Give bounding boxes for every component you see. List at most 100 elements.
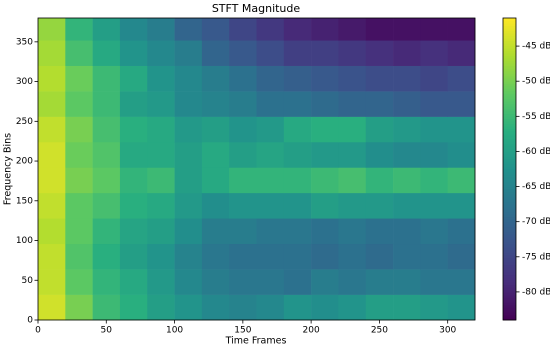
heatmap-cell [311, 141, 339, 168]
heatmap-cell [65, 167, 93, 194]
heatmap-cell [38, 141, 66, 168]
y-axis-label: Frequency Bins [3, 133, 14, 205]
colorbar-gradient [503, 302, 516, 306]
colorbar-gradient [503, 179, 516, 182]
colorbar-gradient [503, 60, 516, 64]
colorbar-gradient [503, 133, 516, 137]
colorbar-gradient [503, 70, 516, 74]
colorbar-gradient [503, 163, 516, 167]
heatmap-cell [119, 218, 148, 245]
heatmap-cell [393, 65, 421, 92]
colorbar-gradient [503, 277, 516, 281]
heatmap-cell [147, 40, 175, 66]
heatmap [38, 18, 476, 321]
colorbar-gradient [503, 158, 516, 162]
heatmap-cell [38, 218, 66, 245]
colorbar-gradient [503, 204, 516, 208]
heatmap-cell [92, 218, 121, 245]
heatmap-cell [365, 269, 394, 295]
heatmap-cell [393, 167, 421, 194]
colorbar-gradient [503, 58, 516, 62]
heatmap-cell [201, 91, 230, 117]
colorbar-gradient [503, 191, 516, 195]
x-tick-label: 200 [303, 326, 320, 336]
colorbar-gradient [503, 274, 516, 278]
colorbar-gradient [503, 224, 516, 228]
heatmap-cell [283, 269, 312, 295]
heatmap-cell [256, 116, 285, 143]
colorbar-tick-label: -55 dB [522, 112, 550, 122]
heatmap-cell [338, 18, 367, 41]
heatmap-cell [338, 116, 367, 143]
heatmap-cell [311, 294, 339, 321]
colorbar-gradient [503, 186, 516, 190]
x-tick-label: 300 [439, 326, 456, 336]
heatmap-cell [174, 91, 203, 117]
x-tick-label: 150 [234, 326, 251, 336]
colorbar-gradient [503, 126, 516, 130]
heatmap-cell [393, 18, 421, 41]
heatmap-cell [65, 192, 93, 219]
heatmap-cell [65, 65, 93, 92]
colorbar-gradient [503, 244, 516, 248]
heatmap-cell [201, 141, 230, 168]
heatmap-cell [393, 218, 421, 245]
heatmap-cell [174, 218, 203, 245]
heatmap-cell [447, 116, 476, 143]
x-tick-label: 0 [35, 326, 41, 336]
heatmap-cell [393, 116, 421, 143]
heatmap-cell [119, 18, 148, 41]
colorbar-gradient [503, 55, 516, 59]
heatmap-cell [338, 65, 367, 92]
colorbar-gradient [503, 176, 516, 180]
colorbar-gradient [503, 264, 516, 268]
colorbar-gradient [503, 53, 516, 57]
heatmap-cell [447, 167, 476, 194]
x-tick-label: 100 [166, 326, 183, 336]
heatmap-cell [311, 40, 339, 66]
heatmap-cell [256, 167, 285, 194]
heatmap-cell [201, 65, 230, 92]
colorbar-gradient [503, 128, 516, 132]
heatmap-cell [420, 18, 448, 41]
colorbar-gradient [503, 90, 516, 94]
heatmap-cell [201, 192, 230, 219]
heatmap-cell [365, 294, 394, 321]
colorbar-tick-label: -50 dB [522, 77, 550, 87]
colorbar-gradient [503, 289, 516, 293]
heatmap-cell [65, 91, 93, 117]
heatmap-cell [38, 167, 66, 194]
colorbar-gradient [503, 161, 516, 165]
colorbar-gradient [503, 257, 516, 260]
heatmap-cell [311, 192, 339, 219]
heatmap-cell [147, 218, 175, 245]
y-tick-label: 200 [16, 157, 33, 167]
heatmap-cell [393, 141, 421, 168]
colorbar-gradient [503, 33, 516, 37]
heatmap-cell [365, 18, 394, 41]
colorbar-gradient [503, 148, 516, 152]
heatmap-cell [256, 218, 285, 245]
heatmap-cell [201, 18, 230, 41]
heatmap-cell [311, 269, 339, 295]
colorbar-gradient [503, 28, 516, 31]
heatmap-cell [256, 91, 285, 117]
heatmap-cell [393, 294, 421, 321]
heatmap-cell [65, 294, 93, 321]
y-tick-label: 250 [16, 117, 33, 127]
heatmap-cell [147, 18, 175, 41]
heatmap-cell [65, 141, 93, 168]
colorbar-gradient [503, 113, 516, 117]
heatmap-cell [283, 91, 312, 117]
colorbar-gradient [503, 153, 516, 157]
heatmap-cell [311, 116, 339, 143]
heatmap-cell [447, 218, 476, 245]
heatmap-cell [447, 192, 476, 219]
heatmap-cell [447, 18, 476, 41]
colorbar-gradient [503, 43, 516, 47]
heatmap-cell [119, 192, 148, 219]
heatmap-cell [447, 294, 476, 321]
heatmap-cell [147, 91, 175, 117]
heatmap-cell [311, 65, 339, 92]
heatmap-cell [393, 269, 421, 295]
